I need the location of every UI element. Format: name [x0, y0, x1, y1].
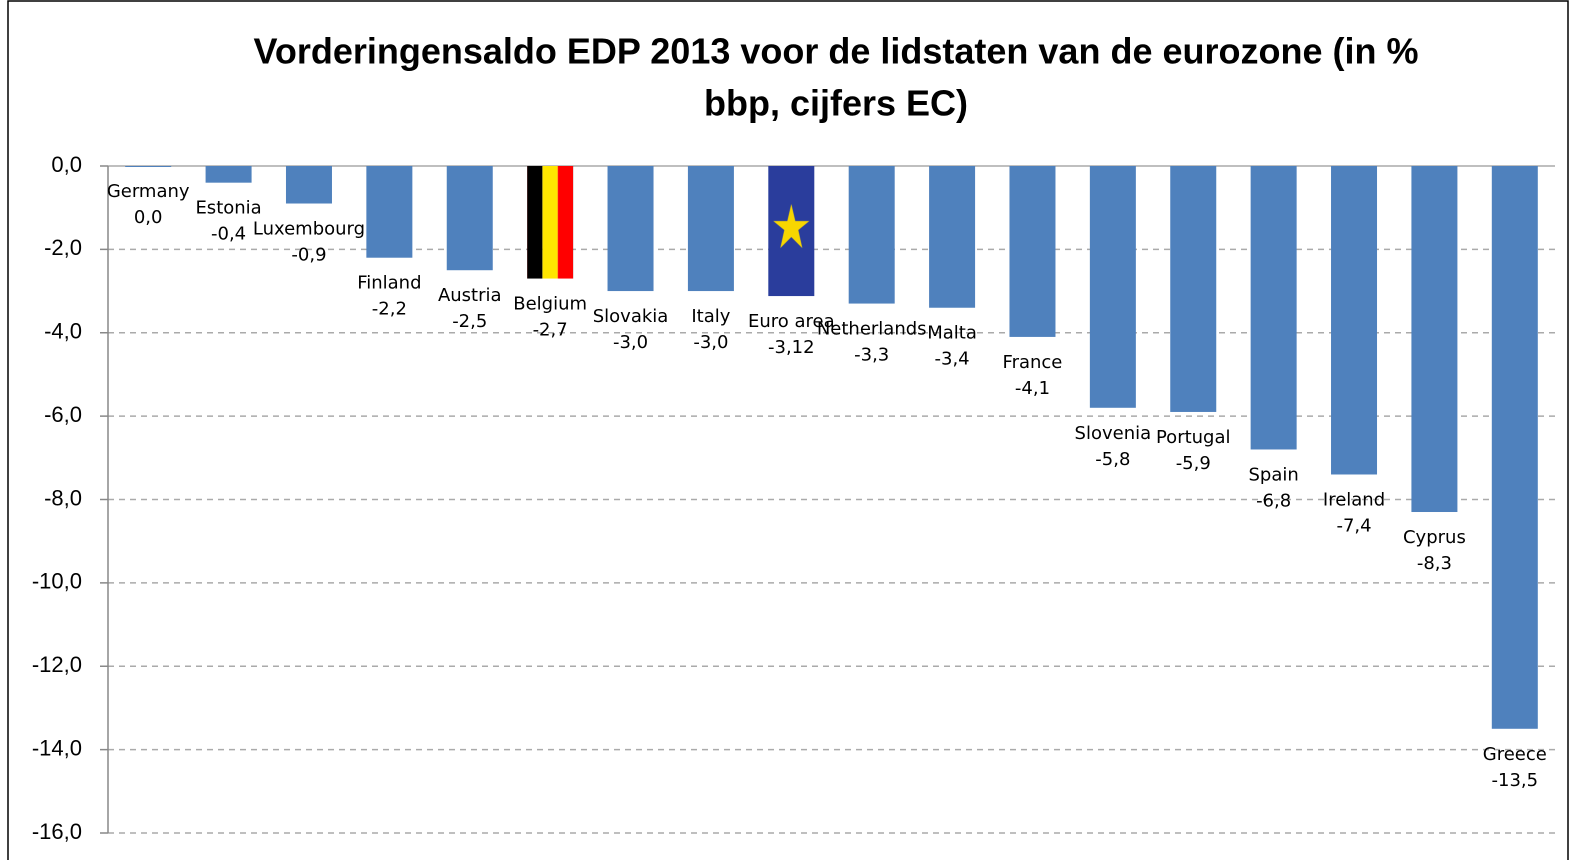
y-tick-label: -14,0 [32, 735, 82, 760]
bar [1331, 166, 1378, 475]
bar [607, 166, 654, 292]
value-label: -3,0 [693, 332, 728, 353]
y-tick-label: -2,0 [44, 235, 82, 260]
category-label: Portugal [1156, 427, 1231, 448]
value-label: -5,8 [1095, 449, 1130, 470]
value-label: -0,9 [291, 245, 326, 266]
category-label: Finland [357, 273, 421, 294]
value-label: -2,2 [372, 299, 407, 320]
value-label: -4,1 [1015, 378, 1050, 399]
value-label: -3,12 [768, 337, 815, 358]
category-label: Malta [927, 323, 977, 344]
y-tick-label: -4,0 [44, 319, 82, 344]
y-tick-label: 0,0 [51, 152, 82, 177]
category-label: Austria [438, 285, 502, 306]
chart-title: bbp, cijfers EC) [704, 83, 968, 124]
y-tick-label: -6,0 [44, 402, 82, 427]
bar [205, 166, 252, 183]
value-label: -3,0 [613, 332, 648, 353]
y-tick-label: -10,0 [32, 569, 82, 594]
bar [1170, 166, 1217, 412]
value-label: -2,5 [452, 311, 487, 332]
bar [1491, 166, 1538, 729]
bar [446, 166, 493, 271]
category-label: Slovenia [1075, 423, 1152, 444]
value-label: -13,5 [1492, 770, 1539, 791]
bar [125, 166, 172, 167]
value-label: -3,3 [854, 345, 889, 366]
bar [1250, 166, 1297, 450]
category-label: Slovakia [593, 306, 669, 327]
category-label: Estonia [195, 198, 261, 219]
bar [929, 166, 976, 308]
category-label: Ireland [1323, 489, 1385, 510]
category-label: Italy [691, 306, 730, 327]
value-label: -6,8 [1256, 490, 1291, 511]
category-label: Belgium [513, 294, 587, 315]
bar [1009, 166, 1056, 337]
value-label: -5,9 [1176, 453, 1211, 474]
chart-title: Vorderingensaldo EDP 2013 voor de lidsta… [254, 31, 1419, 72]
value-label: -8,3 [1417, 553, 1452, 574]
bar [366, 166, 413, 258]
y-tick-label: -12,0 [32, 652, 82, 677]
category-label: Spain [1248, 464, 1298, 485]
category-label: Greece [1483, 744, 1547, 765]
category-label: Germany [107, 181, 190, 202]
value-label: -0,4 [211, 224, 246, 245]
frame [7, 0, 1569, 860]
value-label: -3,4 [935, 349, 970, 370]
bar [768, 166, 815, 297]
category-label: Luxembourg [253, 219, 365, 240]
category-label: Netherlands [817, 319, 927, 340]
category-label: Euro area [748, 311, 835, 332]
bar [527, 166, 574, 279]
value-label: 0,0 [134, 207, 163, 228]
y-tick-label: -8,0 [44, 485, 82, 510]
category-label: Cyprus [1403, 527, 1466, 548]
bar [1411, 166, 1458, 513]
value-label: -2,7 [533, 320, 568, 341]
bar [1089, 166, 1136, 408]
value-label: -7,4 [1336, 515, 1371, 536]
bar [687, 166, 734, 292]
bar [285, 166, 332, 204]
bar [848, 166, 895, 304]
y-tick-label: -16,0 [32, 819, 82, 844]
category-label: France [1003, 352, 1063, 373]
